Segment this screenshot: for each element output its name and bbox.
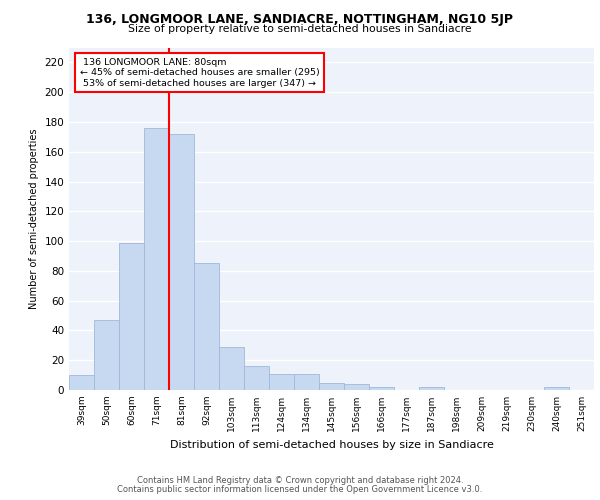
Bar bbox=[169, 134, 194, 390]
Bar bbox=[319, 382, 344, 390]
Bar bbox=[544, 387, 569, 390]
Bar bbox=[294, 374, 319, 390]
Text: Contains public sector information licensed under the Open Government Licence v3: Contains public sector information licen… bbox=[118, 485, 482, 494]
Bar bbox=[219, 347, 244, 390]
Bar bbox=[419, 387, 444, 390]
Text: Size of property relative to semi-detached houses in Sandiacre: Size of property relative to semi-detach… bbox=[128, 24, 472, 34]
Bar bbox=[144, 128, 169, 390]
X-axis label: Distribution of semi-detached houses by size in Sandiacre: Distribution of semi-detached houses by … bbox=[170, 440, 493, 450]
Bar bbox=[94, 320, 119, 390]
Y-axis label: Number of semi-detached properties: Number of semi-detached properties bbox=[29, 128, 39, 309]
Text: 136 LONGMOOR LANE: 80sqm
← 45% of semi-detached houses are smaller (295)
 53% of: 136 LONGMOOR LANE: 80sqm ← 45% of semi-d… bbox=[79, 58, 319, 88]
Bar bbox=[244, 366, 269, 390]
Bar bbox=[344, 384, 369, 390]
Bar bbox=[369, 387, 394, 390]
Bar bbox=[69, 375, 94, 390]
Bar bbox=[269, 374, 294, 390]
Bar bbox=[194, 264, 219, 390]
Text: 136, LONGMOOR LANE, SANDIACRE, NOTTINGHAM, NG10 5JP: 136, LONGMOOR LANE, SANDIACRE, NOTTINGHA… bbox=[86, 13, 514, 26]
Bar bbox=[119, 242, 144, 390]
Text: Contains HM Land Registry data © Crown copyright and database right 2024.: Contains HM Land Registry data © Crown c… bbox=[137, 476, 463, 485]
